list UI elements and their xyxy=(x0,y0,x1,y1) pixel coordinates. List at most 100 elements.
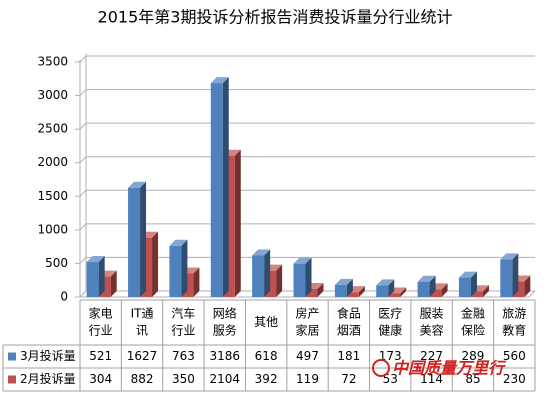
y-tick-label: 500 xyxy=(45,256,68,270)
legend-swatch xyxy=(8,352,16,361)
grid-line xyxy=(79,223,87,231)
category-label: 家居 xyxy=(295,323,319,338)
bar-side xyxy=(276,264,283,297)
category-label: 服装 xyxy=(420,307,444,321)
category-label: 保险 xyxy=(461,323,485,338)
bar-side xyxy=(305,257,312,297)
table-value: 882 xyxy=(131,372,154,386)
bar-side xyxy=(512,253,519,297)
grid-line xyxy=(79,156,87,164)
bar xyxy=(293,263,306,297)
category-label: 食品 xyxy=(337,306,361,321)
category-label: 汽车 xyxy=(171,306,195,321)
table-value: 1627 xyxy=(127,349,158,363)
category-label: 房产 xyxy=(295,306,319,321)
bar xyxy=(252,255,265,297)
category-label: 烟酒 xyxy=(337,324,361,338)
category-label: 行业 xyxy=(171,324,195,338)
bar xyxy=(417,281,430,297)
grid-line xyxy=(79,89,87,96)
y-tick-label: 3500 xyxy=(37,55,68,69)
bar-side xyxy=(317,283,324,297)
table-value: 85 xyxy=(465,372,480,386)
bar xyxy=(470,291,483,297)
category-label: 讯 xyxy=(136,324,148,338)
bar-top xyxy=(252,249,271,256)
y-tick-label: 1000 xyxy=(37,222,68,236)
bar-side xyxy=(524,275,531,297)
y-tick-label: 3000 xyxy=(37,88,68,102)
bar-side xyxy=(482,285,489,297)
bar-top xyxy=(458,271,477,278)
table-value: 2104 xyxy=(209,372,240,386)
table-value: 53 xyxy=(383,372,398,386)
bar-side xyxy=(98,256,105,297)
bar-top xyxy=(128,181,147,188)
y-tick-label: 2500 xyxy=(37,122,68,136)
table-value: 181 xyxy=(337,349,360,363)
y-tick-label: 1500 xyxy=(37,189,68,203)
category-label: 美容 xyxy=(420,323,444,338)
grid-line xyxy=(79,122,87,130)
table-value: 289 xyxy=(462,349,485,363)
bar-side xyxy=(388,279,395,297)
bar xyxy=(305,289,318,297)
category-label: 健康 xyxy=(378,323,402,338)
category-label: 服务 xyxy=(213,323,237,338)
bar-side xyxy=(193,267,200,297)
bar-side xyxy=(441,283,448,297)
bar xyxy=(388,293,401,297)
bar-side xyxy=(222,77,229,297)
bar xyxy=(500,259,513,297)
table-value: 72 xyxy=(341,372,356,386)
legend-swatch xyxy=(8,375,16,384)
bar xyxy=(429,289,442,297)
table-value: 763 xyxy=(172,349,195,363)
grid-line xyxy=(79,189,87,197)
table-value: 119 xyxy=(296,372,319,386)
bar-top xyxy=(169,239,188,246)
bar-side xyxy=(470,271,477,297)
bar-top xyxy=(293,257,312,264)
bar xyxy=(128,187,141,297)
bar-side xyxy=(140,181,147,297)
watermark-logo xyxy=(372,359,390,377)
y-tick-label: 0 xyxy=(60,290,68,304)
bar-top xyxy=(376,279,395,286)
bar-side xyxy=(400,287,407,297)
table-value: 521 xyxy=(89,349,112,363)
bar xyxy=(334,284,347,297)
category-label: IT通 xyxy=(131,307,154,321)
category-label: 行业 xyxy=(89,324,113,338)
chart-title: 2015年第3期投诉分析报告消费投诉量分行业统计 xyxy=(98,8,453,27)
bar xyxy=(169,245,182,297)
table-value: 350 xyxy=(172,372,195,386)
category-label: 家电 xyxy=(89,306,113,321)
category-label: 网络 xyxy=(213,306,237,321)
grid-line xyxy=(79,290,87,298)
floor xyxy=(528,290,536,298)
category-label: 教育 xyxy=(502,323,526,338)
bar xyxy=(86,262,99,297)
legend-label: 2月投诉量 xyxy=(20,371,76,386)
table-value: 3186 xyxy=(209,349,240,363)
legend-label: 3月投诉量 xyxy=(20,348,76,363)
table-value: 173 xyxy=(379,349,402,363)
bar-side xyxy=(429,275,436,297)
bar-side xyxy=(264,249,271,297)
bar-side xyxy=(234,149,241,297)
bar-top xyxy=(210,77,229,84)
table-value: 618 xyxy=(255,349,278,363)
bar-side xyxy=(181,239,188,297)
bar-side xyxy=(152,231,159,297)
bar-top xyxy=(417,275,436,282)
table-value: 230 xyxy=(503,372,526,386)
table-value: 227 xyxy=(420,349,443,363)
bar-top xyxy=(334,278,353,285)
bar-side xyxy=(358,286,365,297)
category-label: 金融 xyxy=(461,306,485,321)
bar xyxy=(346,292,359,297)
table-value: 497 xyxy=(296,349,319,363)
y-tick-label: 2000 xyxy=(37,155,68,169)
